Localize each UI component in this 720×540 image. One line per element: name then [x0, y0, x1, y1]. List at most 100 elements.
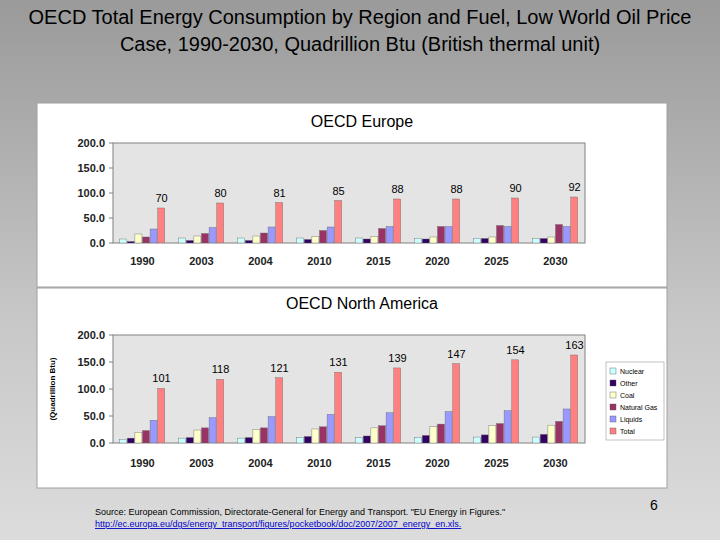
bar [245, 438, 252, 443]
bar [150, 420, 157, 443]
legend-label: Other [620, 380, 638, 387]
data-label: 81 [273, 187, 285, 199]
chart-panel: OECD North America0.050.0100.0150.0200.0… [37, 288, 667, 488]
bar [245, 241, 252, 244]
bar [445, 412, 452, 443]
bar [304, 240, 311, 244]
legend-swatch [610, 368, 616, 374]
bar [386, 227, 393, 244]
bar [533, 239, 540, 244]
bar [320, 231, 327, 244]
bar [158, 388, 165, 443]
bar [202, 234, 209, 244]
bar [268, 417, 275, 443]
data-label: 154 [506, 344, 524, 356]
x-tick-label: 2004 [248, 457, 273, 469]
data-label: 92 [568, 181, 580, 193]
bar [320, 427, 327, 443]
bar [571, 355, 578, 443]
bar [238, 438, 245, 443]
bar [253, 236, 260, 243]
bar [276, 203, 283, 244]
x-tick-label: 2025 [484, 457, 508, 469]
bar [422, 239, 429, 243]
y-tick [109, 168, 113, 169]
data-labels: 7080818588889092 [155, 181, 580, 204]
bar [497, 424, 504, 443]
bars [120, 355, 578, 443]
y-tick [109, 143, 113, 144]
legend-box [606, 362, 664, 440]
chart-background [37, 103, 667, 287]
legend-label: Natural Gas [620, 404, 658, 411]
data-label: 131 [329, 356, 347, 368]
bar [563, 227, 570, 244]
data-label: 147 [447, 348, 465, 360]
bar [186, 438, 193, 443]
bar [363, 239, 370, 243]
legend: NuclearOtherCoalNatural GasLiquidsTotal [606, 362, 664, 440]
bar [304, 437, 311, 443]
source-url: http://ec.europa.eu/dgs/energy_transport… [95, 519, 461, 529]
slide-title: OECD Total Energy Consumption by Region … [20, 4, 700, 58]
bar [556, 225, 563, 244]
data-label: 163 [565, 339, 583, 351]
bar [356, 438, 363, 443]
page-number: 6 [650, 497, 658, 513]
x-tick-label: 2030 [543, 255, 567, 267]
data-label: 139 [388, 352, 406, 364]
bar [297, 238, 304, 243]
bar [276, 378, 283, 443]
y-tick [109, 389, 113, 390]
bar [504, 227, 511, 244]
y-tick [109, 443, 113, 444]
x-tick-label: 2004 [248, 255, 273, 267]
x-tick-label: 2010 [307, 457, 331, 469]
bar [474, 239, 481, 244]
chart-title: OECD Europe [311, 113, 413, 130]
data-label: 88 [391, 183, 403, 195]
bar [135, 234, 142, 243]
slide-canvas: OECD Europe0.050.0100.0150.0200.07080818… [0, 0, 720, 540]
plot-area [113, 143, 585, 243]
bar [120, 439, 127, 443]
bar [430, 237, 437, 243]
bar [312, 429, 319, 443]
chart-title: OECD North America [286, 295, 438, 312]
y-tick-label: 50.0 [84, 410, 105, 422]
y-tick [109, 218, 113, 219]
bar [379, 229, 386, 244]
x-tick-label: 2015 [366, 457, 390, 469]
bar [548, 237, 555, 243]
bar [261, 233, 268, 243]
bar [327, 414, 334, 443]
bar [194, 430, 201, 443]
bar [202, 428, 209, 443]
bar [150, 229, 157, 243]
bar [497, 226, 504, 244]
bar [253, 430, 260, 444]
y-tick-label: 0.0 [90, 237, 105, 249]
chart-background [37, 288, 667, 488]
bar [186, 241, 193, 244]
x-tick-label: 1990 [130, 457, 154, 469]
bar [453, 364, 460, 443]
bar [127, 438, 134, 443]
data-label: 88 [450, 183, 462, 195]
y-tick-label: 100.0 [77, 383, 105, 395]
x-tick-label: 2020 [425, 255, 449, 267]
bar [335, 372, 342, 443]
bar [571, 197, 578, 243]
bar [445, 227, 452, 244]
x-tick-label: 2015 [366, 255, 390, 267]
bar [394, 368, 401, 443]
data-label: 70 [155, 192, 167, 204]
x-tick-label: 2020 [425, 457, 449, 469]
bar [422, 435, 429, 443]
bar [512, 360, 519, 443]
bar [335, 201, 342, 244]
bar [563, 409, 570, 443]
bar [386, 413, 393, 443]
y-tick-label: 150.0 [77, 356, 105, 368]
x-tick-label: 2030 [543, 457, 567, 469]
